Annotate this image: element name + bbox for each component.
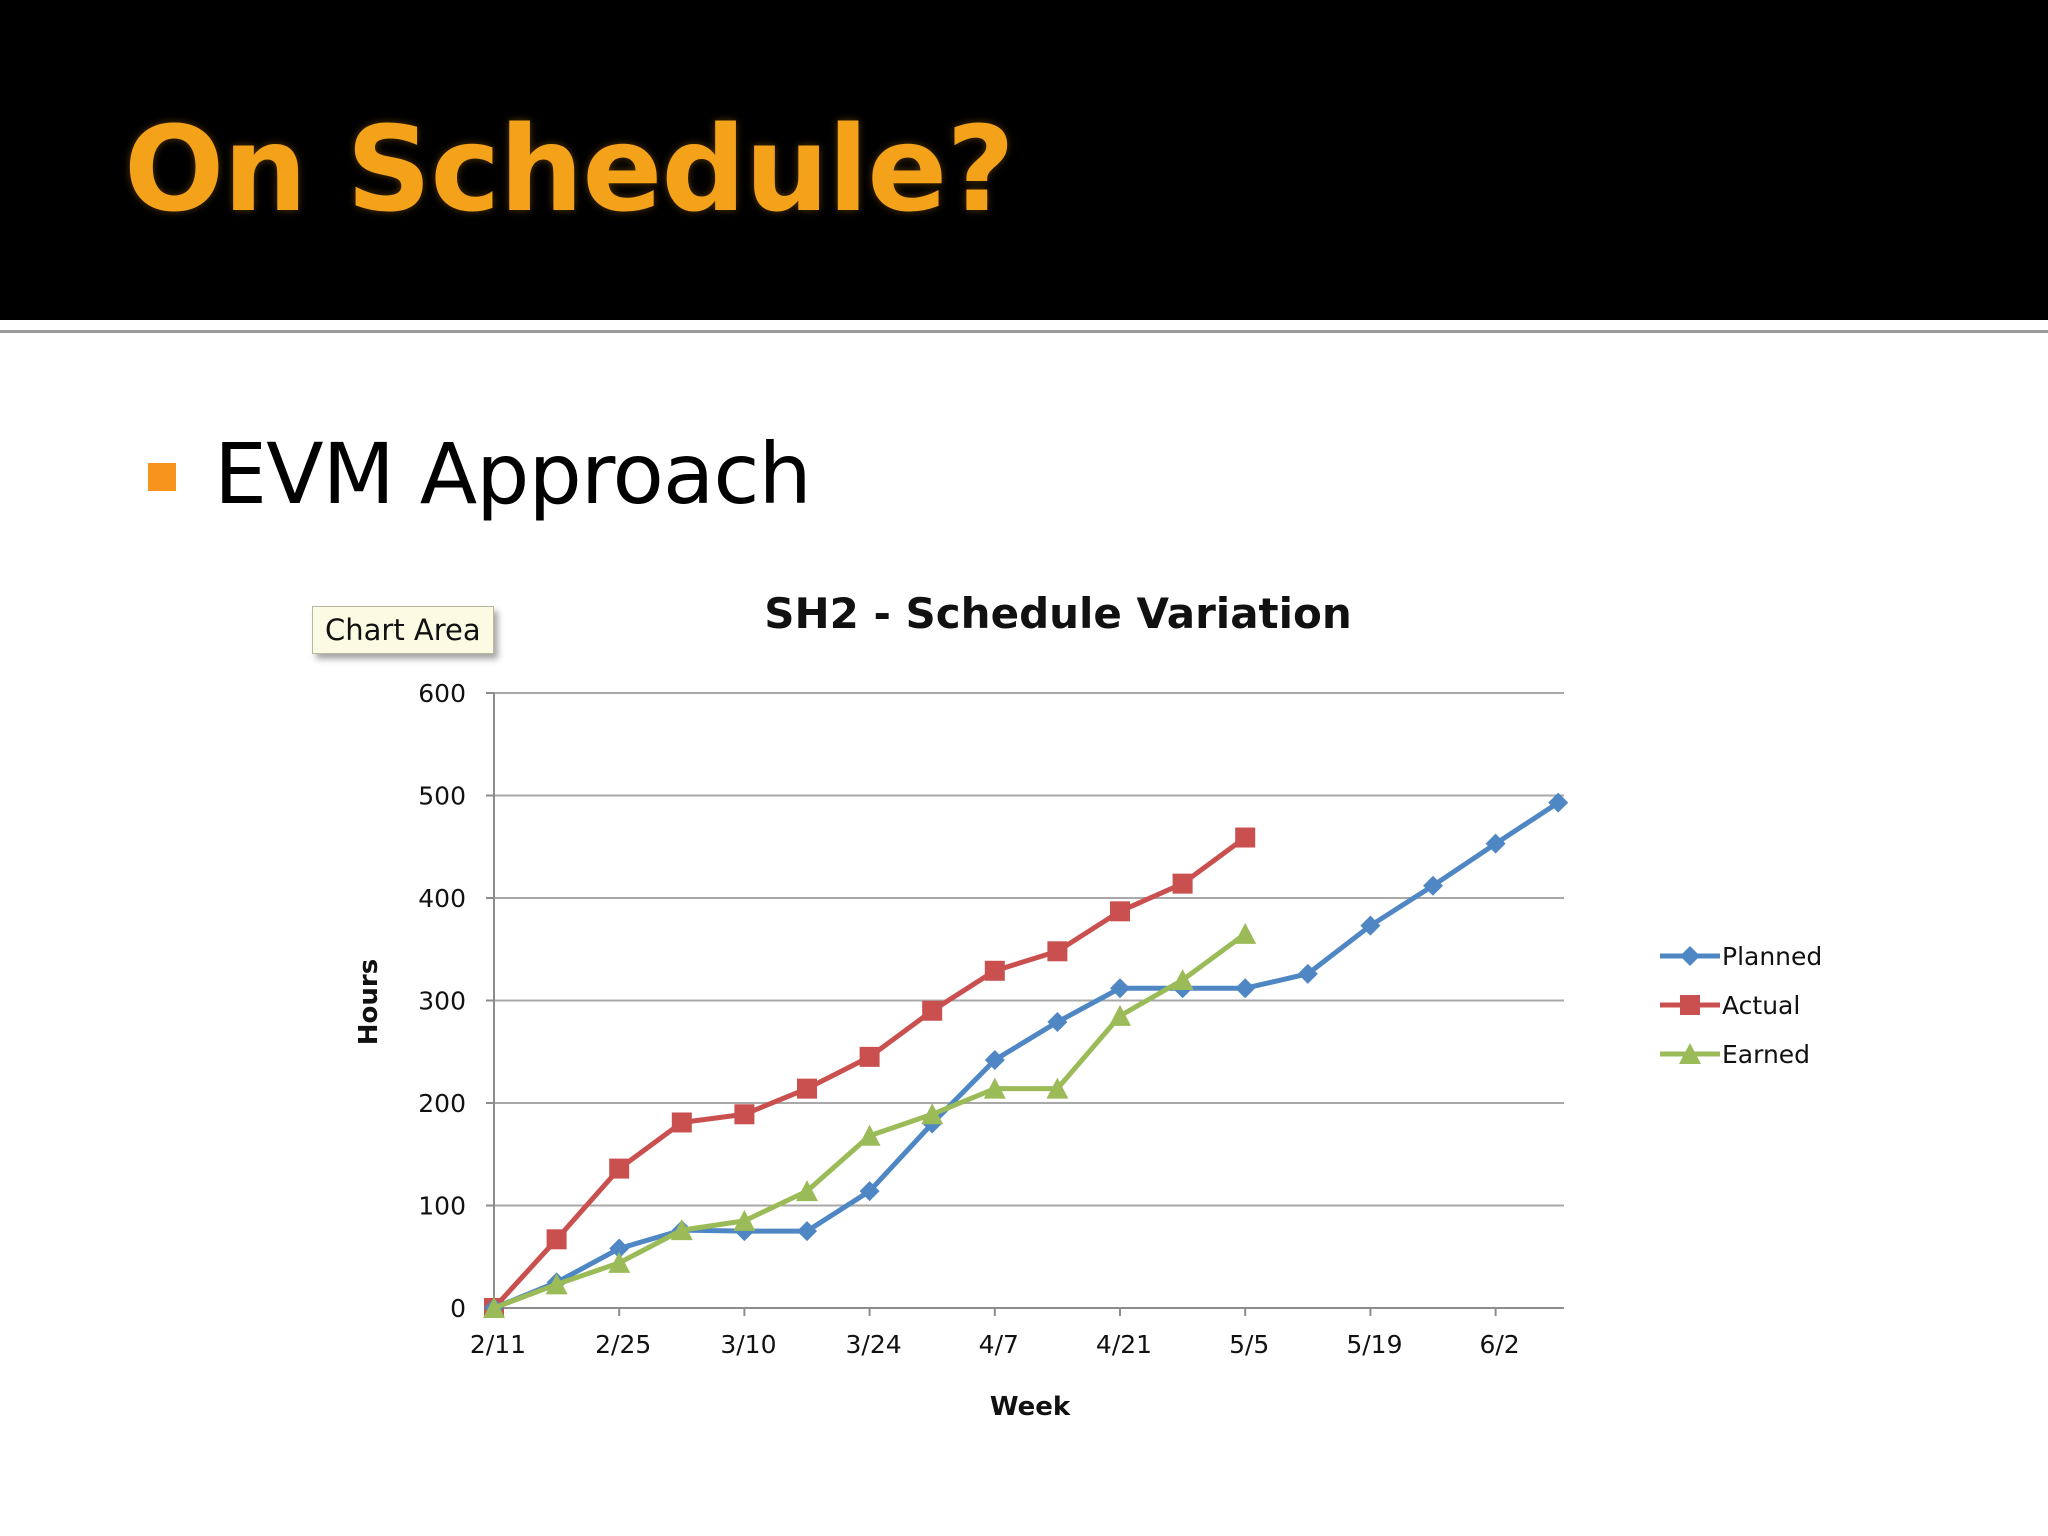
point-earned-11 [1171, 969, 1194, 990]
point-actual-4 [734, 1104, 755, 1125]
point-earned-6 [858, 1124, 881, 1146]
point-earned-7 [921, 1103, 944, 1125]
point-earned-1 [545, 1273, 568, 1295]
x-tick-label-4: 4/7 [979, 1330, 1019, 1359]
chart-series [483, 792, 1569, 1318]
point-actual-3 [671, 1112, 692, 1133]
y-tick-label-4: 400 [418, 884, 466, 913]
point-actual-7 [922, 1000, 943, 1021]
legend-label-actual: Actual [1722, 991, 1800, 1020]
y-tick-label-5: 500 [418, 782, 466, 811]
point-actual-12 [1235, 827, 1256, 848]
legend-marker-actual [1680, 995, 1700, 1015]
point-earned-12 [1234, 922, 1257, 944]
point-planned-9 [1047, 1012, 1068, 1033]
point-planned-6 [859, 1181, 880, 1202]
point-actual-10 [1110, 901, 1130, 922]
point-earned-2 [608, 1251, 631, 1273]
point-earned-3 [670, 1219, 693, 1241]
point-planned-5 [797, 1221, 817, 1242]
point-planned-10 [1110, 978, 1130, 999]
point-planned-14 [1360, 915, 1381, 936]
chart-area-tooltip: Chart Area [312, 606, 494, 654]
y-tick-label-1: 100 [418, 1192, 466, 1221]
point-planned-8 [984, 1049, 1005, 1070]
point-earned-5 [796, 1180, 818, 1202]
point-earned-4 [733, 1209, 756, 1231]
series-line-planned [493, 800, 1560, 1311]
x-axis-label: Week [990, 1392, 1071, 1422]
x-axis-ticks: 2/11 2/25 3/10 3/24 4/7 4/21 5/5 5/19 6/2 [470, 1308, 1520, 1359]
title-divider [0, 330, 2048, 333]
point-planned-15 [1423, 875, 1443, 896]
chart-title: SH2 - Schedule Variation [764, 589, 1352, 638]
x-tick-label-0: 2/11 [470, 1330, 526, 1359]
series-earned [483, 922, 1257, 1318]
y-axis-label: Hours [354, 959, 384, 1045]
point-actual-2 [609, 1158, 630, 1179]
point-actual-9 [1047, 941, 1068, 962]
point-earned-8 [983, 1077, 1006, 1099]
series-actual [484, 827, 1256, 1318]
x-tick-label-2: 3/10 [720, 1330, 776, 1359]
point-earned-0 [483, 1297, 505, 1318]
legend-marker-earned [1679, 1043, 1701, 1064]
x-tick-label-5: 4/21 [1096, 1330, 1152, 1359]
y-tick-label-0: 0 [450, 1294, 466, 1323]
x-tick-label-6: 5/5 [1229, 1330, 1269, 1359]
x-tick-label-8: 6/2 [1479, 1330, 1519, 1359]
point-earned-9 [1046, 1077, 1069, 1099]
chart-gridlines [494, 692, 1564, 1207]
slide-title: On Schedule? [124, 100, 1015, 238]
point-actual-1 [546, 1229, 567, 1250]
point-earned-10 [1109, 1004, 1131, 1026]
legend-marker-planned [1680, 946, 1700, 966]
point-actual-6 [859, 1046, 880, 1067]
point-planned-12 [1235, 978, 1256, 999]
x-tick-label-1: 2/25 [595, 1330, 651, 1359]
legend-item-planned: Planned [1660, 942, 1822, 971]
point-planned-16 [1485, 833, 1506, 854]
chart-legend: Planned Actual Earned [1660, 942, 1822, 1069]
legend-item-earned: Earned [1660, 1040, 1810, 1069]
series-planned [484, 792, 1569, 1318]
point-actual-11 [1172, 873, 1193, 894]
series-line-actual [492, 835, 1247, 1310]
legend-label-planned: Planned [1722, 942, 1822, 971]
point-actual-8 [984, 960, 1005, 981]
y-tick-label-2: 200 [418, 1089, 466, 1118]
point-planned-13 [1297, 963, 1318, 984]
legend-item-actual: Actual [1660, 991, 1800, 1020]
point-planned-2 [609, 1238, 630, 1259]
point-actual-5 [797, 1078, 817, 1099]
bullet-text: EVM Approach [214, 425, 812, 523]
point-planned-17 [1548, 792, 1569, 813]
x-tick-label-3: 3/24 [846, 1330, 902, 1359]
legend-label-earned: Earned [1722, 1040, 1810, 1069]
x-tick-label-7: 5/19 [1346, 1330, 1402, 1359]
y-tick-label-3: 300 [418, 987, 466, 1016]
y-tick-label-6: 600 [418, 679, 466, 708]
title-bar [0, 0, 2048, 320]
y-axis-ticks: 0 100 200 300 400 500 600 [418, 679, 494, 1323]
bullet-square-icon [148, 463, 176, 491]
